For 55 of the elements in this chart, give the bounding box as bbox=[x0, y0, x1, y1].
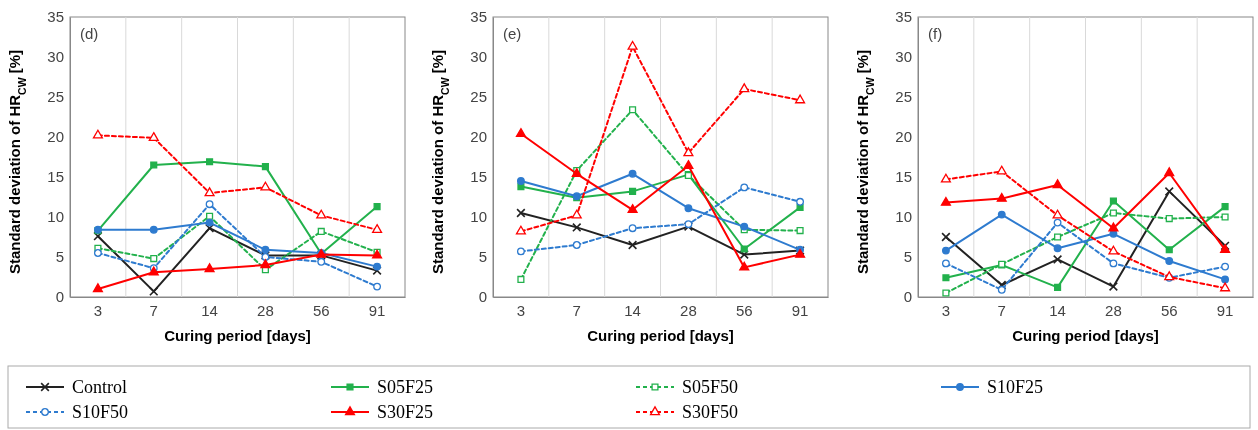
annotation: (d) bbox=[80, 25, 99, 42]
y-tick-label: 25 bbox=[895, 88, 912, 106]
x-axis-title: Curing period [days] bbox=[587, 327, 734, 344]
x-tick-label: 56 bbox=[1160, 301, 1178, 319]
y-tick-label: 5 bbox=[903, 248, 912, 266]
y-tick-label: 35 bbox=[895, 8, 912, 26]
x-tick-label: 91 bbox=[791, 301, 809, 319]
x-tick-label: 3 bbox=[941, 301, 951, 319]
y-tick-label: 30 bbox=[47, 48, 64, 66]
x-tick-label: 7 bbox=[149, 301, 158, 319]
y-tick-label: 20 bbox=[895, 128, 912, 146]
x-tick-label: 14 bbox=[201, 301, 218, 319]
legend-label: S10F50 bbox=[72, 402, 129, 422]
y-tick-label: 15 bbox=[470, 168, 487, 186]
y-tick-label: 0 bbox=[903, 288, 912, 306]
y-tick-label: 20 bbox=[470, 128, 487, 146]
x-tick-label: 7 bbox=[572, 301, 581, 319]
y-tick-label: 15 bbox=[895, 168, 912, 186]
x-axis-title: Curing period [days] bbox=[1012, 327, 1159, 344]
y-tick-label: 20 bbox=[47, 128, 64, 146]
x-tick-label: 56 bbox=[735, 301, 753, 319]
annotation: (e) bbox=[503, 25, 522, 42]
x-tick-label: 14 bbox=[1049, 301, 1066, 319]
y-tick-label: 25 bbox=[470, 88, 487, 106]
x-tick-label: 56 bbox=[312, 301, 330, 319]
y-tick-label: 10 bbox=[47, 208, 64, 226]
x-tick-label: 14 bbox=[624, 301, 641, 319]
x-tick-label: 7 bbox=[997, 301, 1006, 319]
legend-label: S30F50 bbox=[682, 402, 739, 422]
legend-label: S10F25 bbox=[987, 377, 1044, 397]
x-axis-title: Curing period [days] bbox=[164, 327, 311, 344]
y-tick-label: 0 bbox=[55, 288, 64, 306]
y-tick-label: 35 bbox=[47, 8, 64, 26]
x-tick-label: 91 bbox=[368, 301, 386, 319]
y-tick-label: 5 bbox=[478, 248, 487, 266]
y-tick-label: 0 bbox=[478, 288, 487, 306]
legend-label: Control bbox=[72, 377, 128, 397]
x-tick-label: 28 bbox=[257, 301, 274, 319]
y-tick-label: 30 bbox=[470, 48, 487, 66]
y-tick-label: 25 bbox=[47, 88, 64, 106]
y-tick-label: 5 bbox=[55, 248, 64, 266]
y-tick-label: 35 bbox=[470, 8, 487, 26]
y-tick-label: 10 bbox=[470, 208, 487, 226]
y-tick-label: 10 bbox=[895, 208, 912, 226]
x-tick-label: 28 bbox=[680, 301, 697, 319]
x-tick-label: 28 bbox=[1105, 301, 1122, 319]
legend-label: S05F50 bbox=[682, 377, 739, 397]
legend-label: S30F25 bbox=[377, 402, 434, 422]
x-tick-label: 3 bbox=[516, 301, 526, 319]
x-tick-label: 3 bbox=[93, 301, 103, 319]
legend-label: S05F25 bbox=[377, 377, 434, 397]
y-tick-label: 30 bbox=[895, 48, 912, 66]
x-tick-label: 91 bbox=[1216, 301, 1234, 319]
annotation: (f) bbox=[928, 25, 943, 42]
y-tick-label: 15 bbox=[47, 168, 64, 186]
